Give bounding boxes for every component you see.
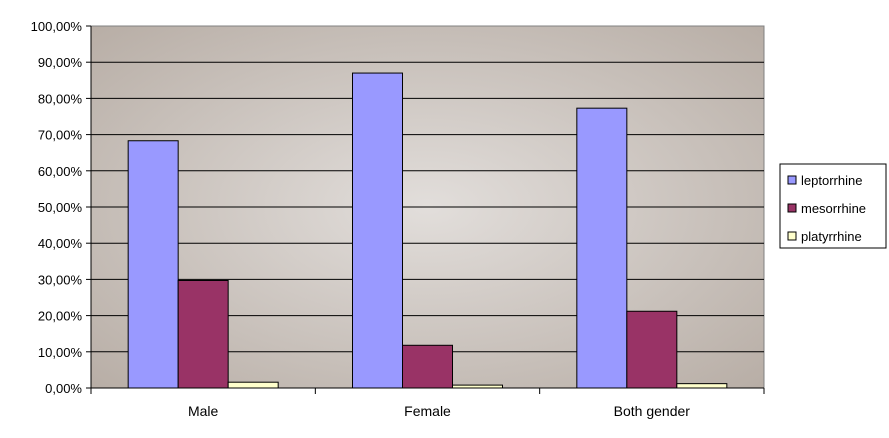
y-tick-labels: 0,00% 10,00% 20,00% 30,00% 40,00% 50,00% 60,00… — [31, 19, 83, 396]
x-category-labels: Male Female Both gender — [188, 403, 690, 419]
bar-mesorrhine-female — [402, 344, 453, 389]
bar-platyrrhine-male — [227, 381, 279, 389]
bars — [127, 72, 728, 389]
y-tick-label: 90,00% — [38, 55, 83, 70]
y-tick-label: 10,00% — [38, 345, 83, 360]
legend-label-leptorrhine: leptorrhine — [801, 173, 862, 188]
bar-mesorrhine-both-gender — [626, 310, 678, 389]
axes — [86, 25, 765, 394]
y-tick-label: 100,00% — [31, 19, 83, 34]
bar-mesorrhine-male — [177, 279, 229, 389]
y-tick-label: 0,00% — [45, 381, 82, 396]
legend-label-platyrrhine: platyrrhine — [801, 229, 862, 244]
legend-label-mesorrhine: mesorrhine — [801, 201, 866, 216]
legend-swatch-platyrrhine — [787, 231, 797, 241]
x-category-label: Male — [188, 403, 219, 419]
y-tick-label: 30,00% — [38, 272, 83, 287]
y-tick-label: 70,00% — [38, 128, 83, 143]
legend-swatch-leptorrhine — [787, 175, 797, 185]
y-tick-label: 60,00% — [38, 164, 83, 179]
legend-box — [779, 163, 887, 249]
bar-leptorrhine-male — [127, 140, 179, 389]
bar-leptorrhine-both-gender — [576, 107, 628, 389]
y-tick-label: 50,00% — [38, 200, 83, 215]
y-tick-label: 20,00% — [38, 309, 83, 324]
x-category-label: Both gender — [614, 403, 691, 419]
legend-swatch-mesorrhine — [787, 203, 797, 213]
bar-platyrrhine-both-gender — [676, 383, 728, 389]
y-tick-label: 40,00% — [38, 236, 83, 251]
y-tick-label: 80,00% — [38, 91, 83, 106]
legend: leptorrhine mesorrhine platyrrhine — [779, 163, 887, 249]
x-category-label: Female — [404, 403, 451, 419]
bar-leptorrhine-female — [352, 72, 403, 389]
